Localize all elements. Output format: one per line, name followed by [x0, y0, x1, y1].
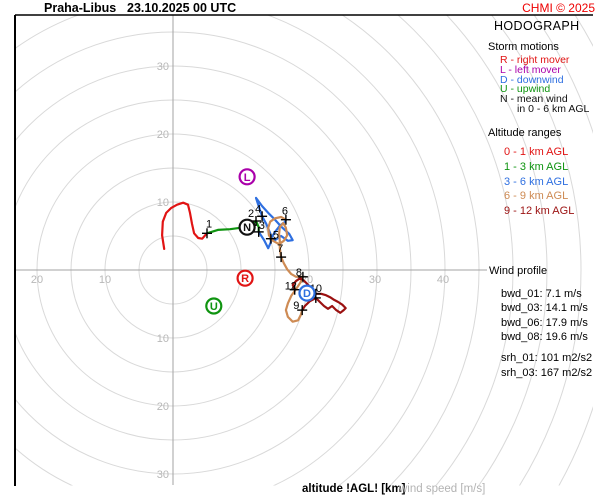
- copyright-notice: CHMI © 2025: [522, 1, 595, 15]
- windspeed-axis-label: wind speed [m/s]: [399, 483, 486, 495]
- svg-text:10: 10: [157, 197, 169, 209]
- storm-marker-R: R: [236, 269, 254, 287]
- svg-text:12: 12: [285, 281, 297, 293]
- svg-text:30: 30: [369, 274, 381, 286]
- svg-text:40: 40: [437, 274, 449, 286]
- station-name: Praha-Libus: [44, 1, 117, 15]
- svg-text:6: 6: [282, 206, 288, 218]
- svg-text:10: 10: [99, 274, 111, 286]
- svg-text:R: R: [241, 273, 249, 285]
- svg-text:7: 7: [277, 243, 283, 255]
- storm-marker-L: L: [238, 168, 256, 186]
- svg-text:9: 9: [293, 300, 299, 312]
- svg-text:10: 10: [157, 333, 169, 345]
- svg-text:4: 4: [255, 203, 261, 215]
- svg-text:20: 20: [157, 401, 169, 413]
- svg-text:1: 1: [206, 218, 212, 230]
- svg-text:20: 20: [157, 129, 169, 141]
- observation-datetime: 23.10.2025 00 UTC: [127, 1, 237, 15]
- storm-marker-N: N: [238, 218, 256, 236]
- wind-trace-9-12kmAGL: [291, 277, 347, 314]
- svg-text:U: U: [210, 301, 218, 313]
- svg-text:2: 2: [248, 208, 254, 220]
- svg-text:30: 30: [157, 61, 169, 73]
- wind-trace-0-1kmAGL: [161, 201, 209, 250]
- altitude-axis-label: altitude !AGL! [km]: [302, 483, 406, 495]
- svg-text:L: L: [244, 172, 251, 184]
- svg-text:3: 3: [259, 220, 265, 232]
- svg-text:20: 20: [31, 274, 43, 286]
- svg-text:30: 30: [157, 469, 169, 481]
- svg-text:D: D: [303, 288, 311, 300]
- storm-marker-U: U: [205, 297, 223, 315]
- storm-marker-D: D: [298, 284, 316, 302]
- svg-text:N: N: [243, 222, 251, 234]
- svg-text:5: 5: [273, 230, 279, 242]
- svg-text:8: 8: [296, 267, 302, 279]
